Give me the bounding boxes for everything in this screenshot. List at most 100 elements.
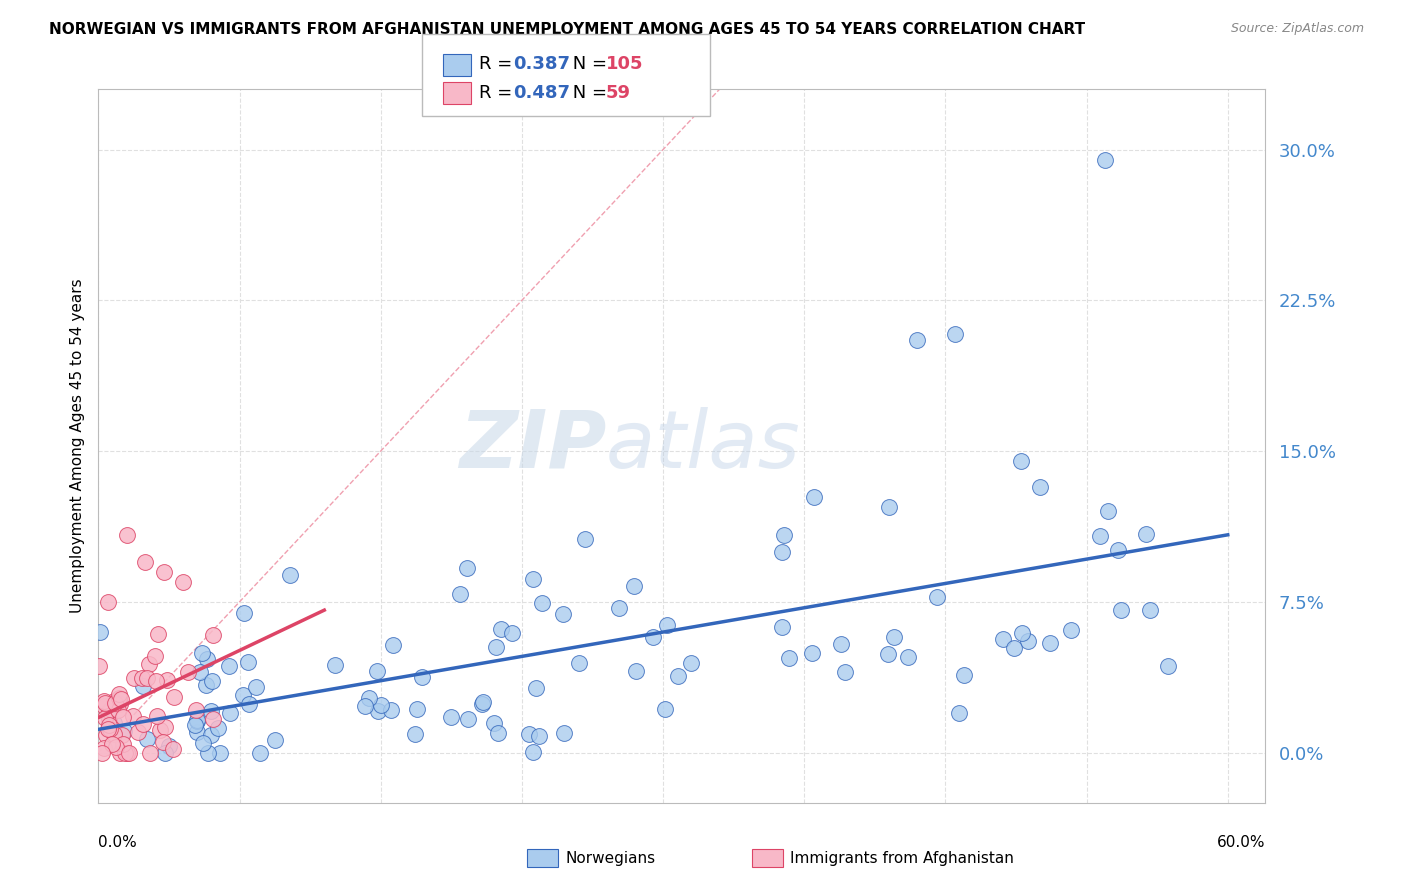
Point [406,702,429,716]
Point [110,746,132,760]
Point [323,658,346,673]
Point [146,708,169,723]
Point [773,528,796,542]
Point [905,334,928,348]
Point [177,665,200,679]
Point [127,725,149,739]
Point [195,678,218,692]
Point [624,665,647,679]
Point [1094,153,1116,167]
Point [200,704,222,718]
Point [108,691,131,706]
Point [93,740,115,755]
Point [93,699,115,714]
Point [110,728,132,742]
Point [191,646,214,660]
Point [209,746,232,760]
Point [163,690,186,704]
Point [218,659,240,673]
Point [139,746,162,760]
Point [218,706,240,720]
Point [1135,527,1157,541]
Point [1157,659,1180,673]
Point [278,567,301,582]
Point [132,717,155,731]
Point [238,697,260,711]
Point [112,710,135,724]
Point [93,711,115,725]
Point [553,726,575,740]
Point [156,673,179,688]
Point [366,665,388,679]
Point [778,651,800,665]
Point [201,674,224,689]
Point [112,724,135,739]
Point [197,652,219,666]
Point [896,650,918,665]
Point [132,679,155,693]
Point [103,715,125,730]
Point [153,565,176,579]
Point [236,655,259,669]
Text: N =: N = [567,84,613,102]
Text: 105: 105 [606,55,644,73]
Point [801,646,824,660]
Text: Source: ZipAtlas.com: Source: ZipAtlas.com [1230,22,1364,36]
Point [489,622,512,636]
Point [97,723,120,737]
Point [249,746,271,760]
Point [485,640,508,655]
Point [98,704,121,718]
Point [641,631,664,645]
Point [1039,635,1062,649]
Point [114,746,136,760]
Point [136,732,159,747]
Point [530,596,553,610]
Point [201,712,224,726]
Text: ZIP: ZIP [458,407,606,485]
Point [172,574,194,589]
Point [191,736,214,750]
Y-axis label: Unemployment Among Ages 45 to 54 years: Unemployment Among Ages 45 to 54 years [69,278,84,614]
Point [89,624,111,639]
Point [681,656,703,670]
Point [522,572,544,586]
Point [1017,634,1039,648]
Point [97,595,120,609]
Point [186,714,208,728]
Point [803,490,825,504]
Point [93,694,115,708]
Point [607,600,630,615]
Point [94,728,117,742]
Text: N =: N = [567,55,613,73]
Point [381,638,404,652]
Point [152,735,174,749]
Point [830,637,852,651]
Point [143,649,166,664]
Point [357,690,380,705]
Point [770,620,793,634]
Point [482,716,505,731]
Point [184,703,207,717]
Point [200,729,222,743]
Point [112,737,135,751]
Point [115,528,138,542]
Point [201,628,224,642]
Point [188,665,211,679]
Point [953,668,976,682]
Point [553,607,575,621]
Point [101,737,124,751]
Point [471,697,494,711]
Point [456,561,478,575]
Point [107,687,129,701]
Point [411,670,433,684]
Text: R =: R = [479,55,519,73]
Point [948,706,970,720]
Point [149,723,172,737]
Point [623,579,645,593]
Text: R =: R = [479,84,519,102]
Point [184,718,207,732]
Text: 59: 59 [606,84,631,102]
Point [519,727,541,741]
Point [883,630,905,644]
